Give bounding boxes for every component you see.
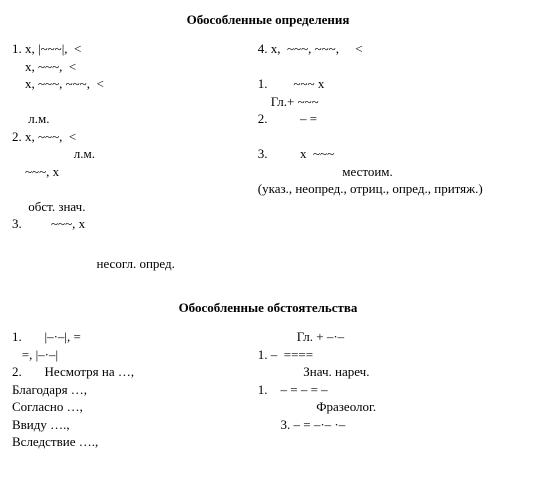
s2-left-line: Ввиду …., [12, 416, 258, 434]
s2-right-line: Знач. нареч. [258, 363, 524, 381]
s2-right-line: 1. – ==== [258, 346, 524, 364]
s1-left-line [12, 180, 258, 198]
s1-right-line: 3. х ~~~ [258, 145, 524, 163]
s2-right-line: Фразеолог. [258, 398, 524, 416]
section2-left-column: 1. |–·–|, = =, |–·–| 2. Несмотря на …, Б… [12, 328, 258, 451]
s1-right-line [258, 58, 524, 76]
section2-columns: 1. |–·–|, = =, |–·–| 2. Несмотря на …, Б… [12, 328, 524, 451]
s2-left-line: Согласно …, [12, 398, 258, 416]
s2-left-line: Вследствие …., [12, 433, 258, 451]
section1-right-column: 4. х, ~~~, ~~~, < 1. ~~~ х Гл.+ ~~~ 2. –… [258, 40, 524, 198]
section1-footer: несогл. опред. [12, 255, 524, 273]
s1-right-line: 4. х, ~~~, ~~~, < [258, 40, 524, 58]
section2-right-column: Гл. + –·– 1. – ==== Знач. нареч. 1. – = … [258, 328, 524, 433]
s2-right-line: Гл. + –·– [258, 328, 524, 346]
s1-right-line: 1. ~~~ х [258, 75, 524, 93]
s2-left-line: 2. Несмотря на …, [12, 363, 258, 381]
section1-columns: 1. х, |~~~|, < х, ~~~, < х, ~~~, ~~~, < … [12, 40, 524, 251]
s2-left-line: 1. |–·–|, = [12, 328, 258, 346]
s1-right-line [258, 128, 524, 146]
s1-left-line [12, 93, 258, 111]
section2-title: Обособленные обстоятельства [12, 300, 524, 316]
s1-left-line: 1. х, |~~~|, < [12, 40, 258, 58]
s1-right-line: (указ., неопред., отриц., опред., притяж… [258, 180, 524, 198]
s1-left-line: 2. х, ~~~, < [12, 128, 258, 146]
s2-right-line: 3. – = –·– ·– [258, 416, 524, 434]
s1-right-line: местоим. [258, 163, 524, 181]
s1-left-line: ~~~, х [12, 163, 258, 181]
s1-left-line [12, 233, 258, 251]
s1-right-line: Гл.+ ~~~ [258, 93, 524, 111]
s1-left-line: л.м. [12, 145, 258, 163]
s2-left-line: Благодаря …, [12, 381, 258, 399]
s1-left-line: л.м. [12, 110, 258, 128]
s1-left-line: х, ~~~, ~~~, < [12, 75, 258, 93]
s2-right-line: 1. – = – = – [258, 381, 524, 399]
s1-left-line: 3. ~~~, х [12, 215, 258, 233]
s2-left-line: =, |–·–| [12, 346, 258, 364]
section1-title: Обособленные определения [12, 12, 524, 28]
s1-right-line: 2. – = [258, 110, 524, 128]
section1-left-column: 1. х, |~~~|, < х, ~~~, < х, ~~~, ~~~, < … [12, 40, 258, 251]
s1-left-line: обст. знач. [12, 198, 258, 216]
s1-left-line: х, ~~~, < [12, 58, 258, 76]
